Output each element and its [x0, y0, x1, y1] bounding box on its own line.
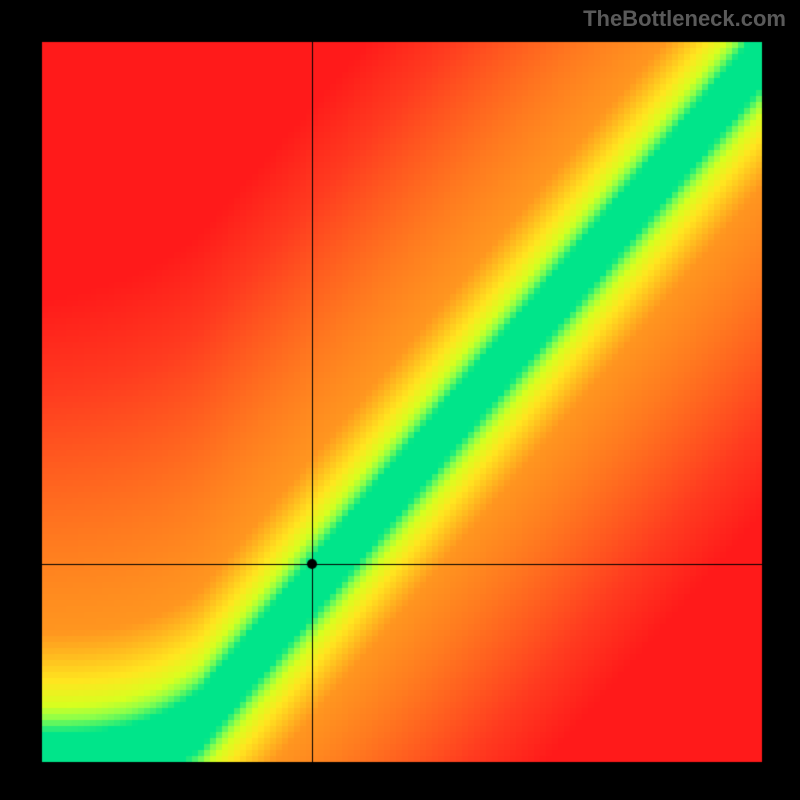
chart-container: TheBottleneck.com: [0, 0, 800, 800]
heatmap-canvas: [0, 0, 800, 800]
watermark-text: TheBottleneck.com: [583, 6, 786, 32]
